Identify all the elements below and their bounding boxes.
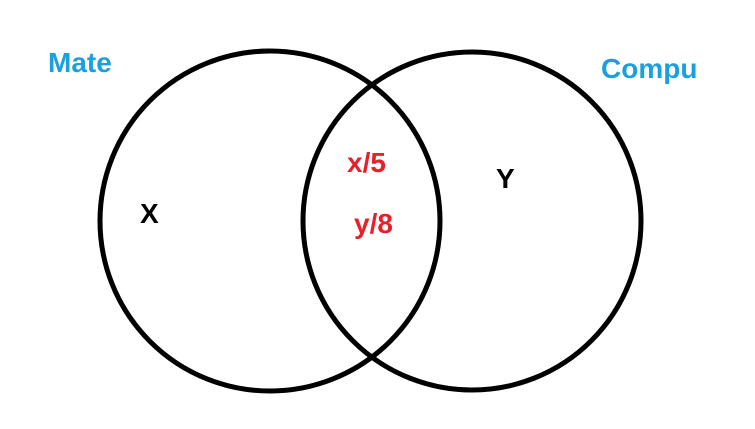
right-set-circle [300,49,644,393]
left-only-label: X [140,198,159,229]
right-only-label: Y [496,163,515,194]
left-set-label: Mate [48,47,112,78]
left-set-circle [97,48,443,394]
intersection-label-1: x/5 [347,147,386,178]
intersection-label-2: y/8 [354,208,393,239]
right-set-label: Compu [601,53,697,84]
